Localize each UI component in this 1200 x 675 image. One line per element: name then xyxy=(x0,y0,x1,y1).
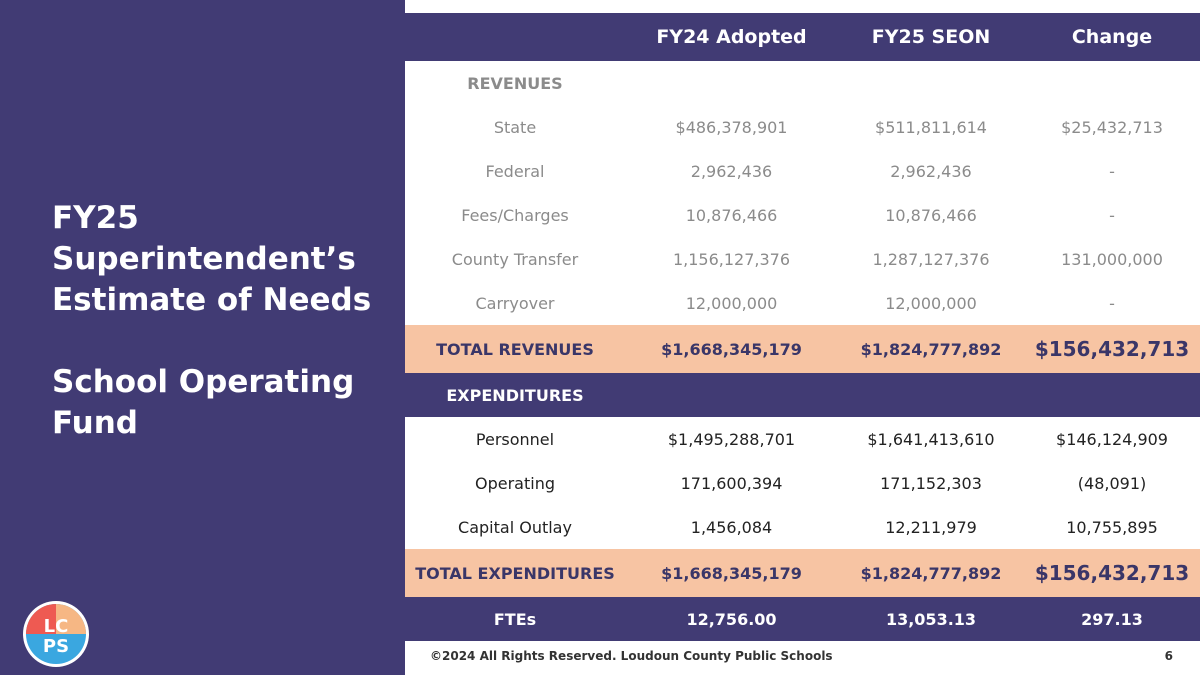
header-fy24: FY24 Adopted xyxy=(656,26,807,48)
row-fy24: $1,668,345,179 xyxy=(661,563,802,583)
row-fy24: 10,876,466 xyxy=(685,205,778,225)
row-label: Operating xyxy=(475,473,555,493)
row-change: - xyxy=(1109,205,1115,225)
row-fy25: 12,211,979 xyxy=(885,517,977,537)
row-fy24: 1,456,084 xyxy=(690,517,773,537)
header-fy25: FY25 SEON xyxy=(871,26,991,48)
slide-subtitle: School Operating Fund xyxy=(52,364,355,441)
title-panel: FY25 Superintendent’s Estimate of Needs … xyxy=(0,0,405,675)
row-fy24: 12,000,000 xyxy=(685,293,778,313)
row-fy25: $1,641,413,610 xyxy=(867,429,995,449)
table-row: Federal 2,962,436 2,962,436 - xyxy=(405,149,1200,193)
expenditures-section-row: EXPENDITURES xyxy=(405,373,1200,417)
row-fy25: $1,824,777,892 xyxy=(860,339,1002,359)
revenues-section-label: REVENUES xyxy=(467,73,563,93)
row-fy24: 2,962,436 xyxy=(690,161,773,181)
table-row: State $486,378,901 $511,811,614 $25,432,… xyxy=(405,105,1200,149)
row-fy24: $1,495,288,701 xyxy=(667,429,796,449)
row-label: FTEs xyxy=(493,609,537,629)
page-number: 6 xyxy=(1164,649,1173,663)
slide-footer: ©2024 All Rights Reserved. Loudoun Count… xyxy=(405,641,1200,675)
row-fy25: $1,824,777,892 xyxy=(860,563,1002,583)
total-revenues-row: TOTAL REVENUES $1,668,345,179 $1,824,777… xyxy=(405,325,1200,373)
row-fy24: $486,378,901 xyxy=(675,117,788,137)
slide-title: FY25 Superintendent’s Estimate of Needs xyxy=(52,200,372,318)
expenditures-section-label: EXPENDITURES xyxy=(446,385,584,405)
row-change: (48,091) xyxy=(1077,473,1147,493)
table-row: County Transfer 1,156,127,376 1,287,127,… xyxy=(405,237,1200,281)
row-fy24: 12,756.00 xyxy=(686,609,777,629)
header-change: Change xyxy=(1071,26,1153,48)
row-label: County Transfer xyxy=(451,249,579,269)
row-change: 131,000,000 xyxy=(1061,249,1163,269)
table-row: Carryover 12,000,000 12,000,000 - xyxy=(405,281,1200,325)
row-fy25: 171,152,303 xyxy=(880,473,982,493)
row-change: 297.13 xyxy=(1081,609,1143,629)
row-fy25: $511,811,614 xyxy=(875,117,987,137)
row-fy25: 1,287,127,376 xyxy=(872,249,990,269)
row-fy25: 12,000,000 xyxy=(885,293,977,313)
row-change: $156,432,713 xyxy=(1034,337,1190,361)
row-label: Federal xyxy=(485,161,545,181)
table-row: Capital Outlay 1,456,084 12,211,979 10,7… xyxy=(405,505,1200,549)
revenues-section-row: REVENUES xyxy=(405,61,1200,105)
row-label: Capital Outlay xyxy=(458,517,572,537)
row-fy24: 171,600,394 xyxy=(680,473,783,493)
row-label: Fees/Charges xyxy=(461,205,569,225)
row-change: $25,432,713 xyxy=(1061,117,1163,137)
row-label: Carryover xyxy=(475,293,555,313)
total-expenditures-row: TOTAL EXPENDITURES $1,668,345,179 $1,824… xyxy=(405,549,1200,597)
table-row: Fees/Charges 10,876,466 10,876,466 - xyxy=(405,193,1200,237)
row-fy25: 10,876,466 xyxy=(885,205,977,225)
row-change: - xyxy=(1109,293,1115,313)
copyright-text: ©2024 All Rights Reserved. Loudoun Count… xyxy=(430,649,833,663)
table-row: Personnel $1,495,288,701 $1,641,413,610 … xyxy=(405,417,1200,461)
table-row: Operating 171,600,394 171,152,303 (48,09… xyxy=(405,461,1200,505)
lcps-logo: LC PS xyxy=(23,601,89,667)
row-fy24: $1,668,345,179 xyxy=(661,339,802,359)
row-fy25: 2,962,436 xyxy=(890,161,972,181)
slide-title-block: FY25 Superintendent’s Estimate of Needs … xyxy=(52,198,392,444)
svg-text:PS: PS xyxy=(43,636,69,657)
svg-text:LC: LC xyxy=(44,616,69,637)
row-label: State xyxy=(493,117,537,137)
row-change: $156,432,713 xyxy=(1034,561,1190,585)
row-change: $146,124,909 xyxy=(1056,429,1168,449)
budget-table: FY24 Adopted FY25 SEON Change REVENUES S… xyxy=(405,13,1200,641)
row-label: TOTAL REVENUES xyxy=(436,339,594,359)
row-change: 10,755,895 xyxy=(1066,517,1158,537)
ftes-row: FTEs 12,756.00 13,053.13 297.13 xyxy=(405,597,1200,641)
row-fy24: 1,156,127,376 xyxy=(672,249,791,269)
row-fy25: 13,053.13 xyxy=(885,609,977,629)
table-header-row: FY24 Adopted FY25 SEON Change xyxy=(405,13,1200,61)
row-label: TOTAL EXPENDITURES xyxy=(415,563,615,583)
row-change: - xyxy=(1109,161,1115,181)
row-label: Personnel xyxy=(475,429,555,449)
